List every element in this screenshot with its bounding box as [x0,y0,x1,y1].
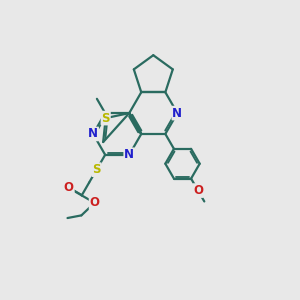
Text: N: N [88,128,98,140]
Text: N: N [124,148,134,161]
Text: O: O [193,184,203,197]
Text: N: N [172,106,182,120]
Text: O: O [90,196,100,209]
Text: S: S [92,163,101,176]
Text: S: S [101,112,110,124]
Text: O: O [64,182,74,194]
